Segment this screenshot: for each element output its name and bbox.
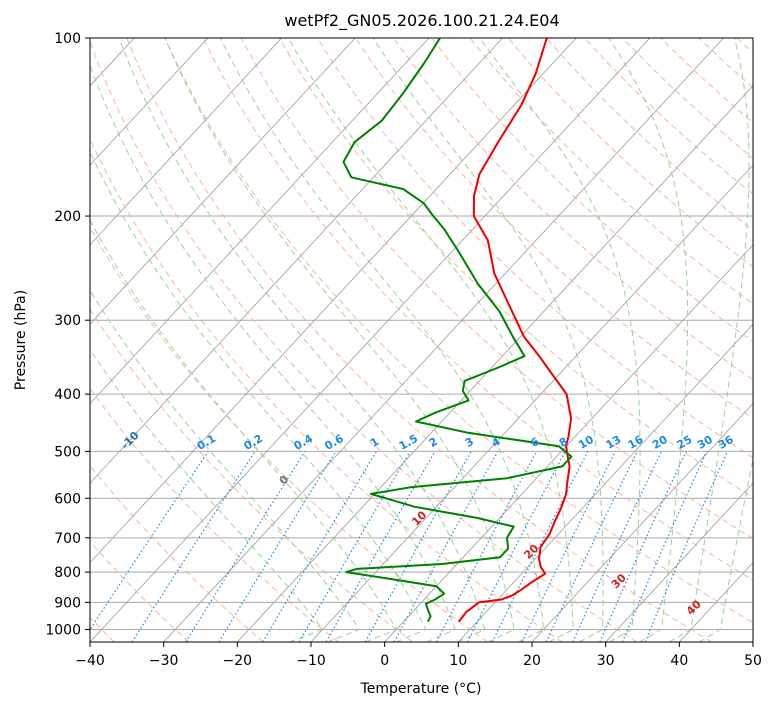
dry-adiabat-line [164,38,753,624]
x-tick-label: 40 [670,653,688,669]
moist-adiabat-line [287,38,574,642]
y-tick-label: 1000 [45,622,81,638]
x-tick-label: −20 [223,653,253,669]
dewpoint-line [342,38,573,623]
isotherm-line [237,85,753,642]
y-tick-label: 100 [54,31,81,47]
y-axis-ticks: 100 200 300 400 500 600 700 800 900 1000 [45,31,90,638]
plot-frame [89,37,754,643]
y-tick-label: 900 [54,595,81,611]
mixing-ratio-line [644,451,729,642]
dry-adiabat-lines [90,38,753,642]
x-tick-label: 20 [523,653,541,669]
dry-adiabat-line [393,38,753,381]
mixing-ratio-line [325,451,436,642]
mixing-ratio-line [621,451,708,642]
y-tick-label: 500 [54,444,81,460]
moist-adiabat-line [608,38,689,642]
moist-adiabat-line [698,456,753,642]
isotherm-line [90,38,577,564]
temperature-line [458,38,573,623]
moist-adiabat-line [669,38,750,642]
isotherm-line [90,38,356,325]
mixing-ratio-line [466,451,566,642]
isotherm-line [90,38,503,484]
x-tick-label: 50 [744,653,762,669]
isotherm-line [605,482,753,642]
x-tick-label: −40 [75,653,105,669]
mixing-ratio-line [90,451,209,631]
isotherm-lines [90,38,753,642]
isotherm-line [90,38,651,642]
y-tick-label: 700 [54,531,81,547]
dry-adiabat-line [355,38,753,420]
dry-adiabat-line [90,540,190,642]
y-tick-label: 400 [54,387,81,403]
moist-adiabat-line [118,38,486,642]
x-tick-label: 30 [597,653,615,669]
dry-adiabat-line [431,38,753,343]
y-axis-label: Pressure (hPa) [13,290,29,390]
dry-adiabat-line [126,38,712,642]
isobar-lines [90,38,753,630]
x-tick-label: −30 [149,653,179,669]
mixing-ratio-line [599,451,687,642]
y-tick-label: 800 [54,565,81,581]
x-tick-label: 0 [380,653,389,669]
sounding-series [342,38,573,623]
x-tick-label: 10 [449,653,467,669]
mixing-ratio-line [218,451,337,642]
isotherm-line [90,38,209,166]
isotherm-line [90,38,430,405]
dry-adiabat-line [316,38,753,459]
y-tick-label: 600 [54,491,81,507]
dry-adiabat-line [90,226,488,642]
isotherm-line [531,403,753,642]
x-axis-label: Temperature (°C) [360,681,482,697]
dry-adiabat-line [278,38,753,499]
y-tick-label: 300 [54,313,81,329]
dry-adiabat-line [202,38,753,581]
x-axis-ticks: −40 −30 −20 −10 0 10 20 30 40 50 [75,642,762,669]
dry-adiabat-line [240,38,753,540]
dry-adiabat-line [469,38,753,305]
moist-adiabat-line [164,38,515,642]
moist-adiabat-line [372,38,604,642]
isotherm-line [458,323,753,642]
isotherm-line [384,244,753,642]
moist-adiabat-line [90,219,398,642]
dry-adiabat-line [90,464,264,642]
y-tick-label: 200 [54,209,81,225]
moist-adiabat-line [479,38,641,642]
x-tick-label: −10 [296,653,326,669]
isotherm-line [90,38,282,246]
isotherm-line [163,38,724,642]
chart-title: wetPf2_GN05.2026.100.21.24.E04 [284,11,559,31]
plot-area: -100-90-80-70-60-50-40-30-20-10 0.10.20.… [90,38,753,642]
mixing-ratio-line [364,451,472,642]
mixing-ratio-line [131,451,256,642]
